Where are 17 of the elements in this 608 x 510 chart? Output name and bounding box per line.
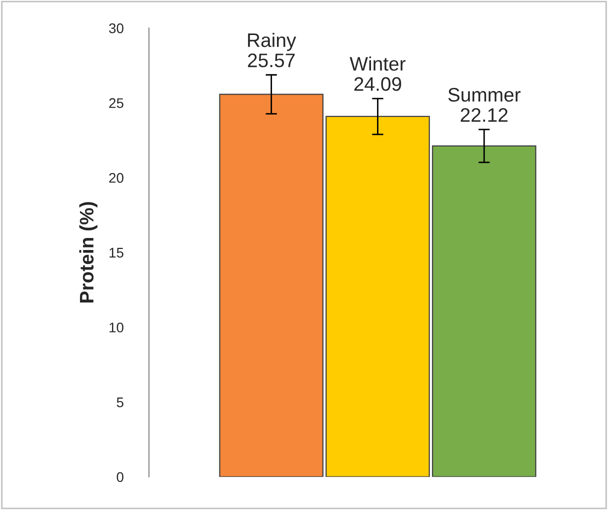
bar	[432, 145, 536, 477]
data-label: 24.09	[354, 77, 402, 91]
bar	[219, 94, 324, 477]
y-tick-label: 25	[109, 98, 124, 108]
x-tick-label: Rainy	[248, 32, 296, 51]
bar	[326, 116, 430, 477]
y-tick-label: 10	[110, 322, 124, 332]
data-label: 25.57	[248, 54, 295, 68]
y-tick-label: 30	[109, 23, 124, 34]
data-label: 22.12	[460, 108, 508, 122]
y-tick-label: 15	[110, 248, 124, 258]
y-tick-label: 0	[116, 472, 124, 482]
y-tick-label: 5	[116, 398, 124, 408]
y-axis-title: Protein (%)	[79, 202, 98, 302]
x-tick-label: Winter	[350, 56, 406, 71]
y-tick-label: 20	[109, 172, 124, 183]
x-tick-label: Summer	[448, 88, 521, 102]
